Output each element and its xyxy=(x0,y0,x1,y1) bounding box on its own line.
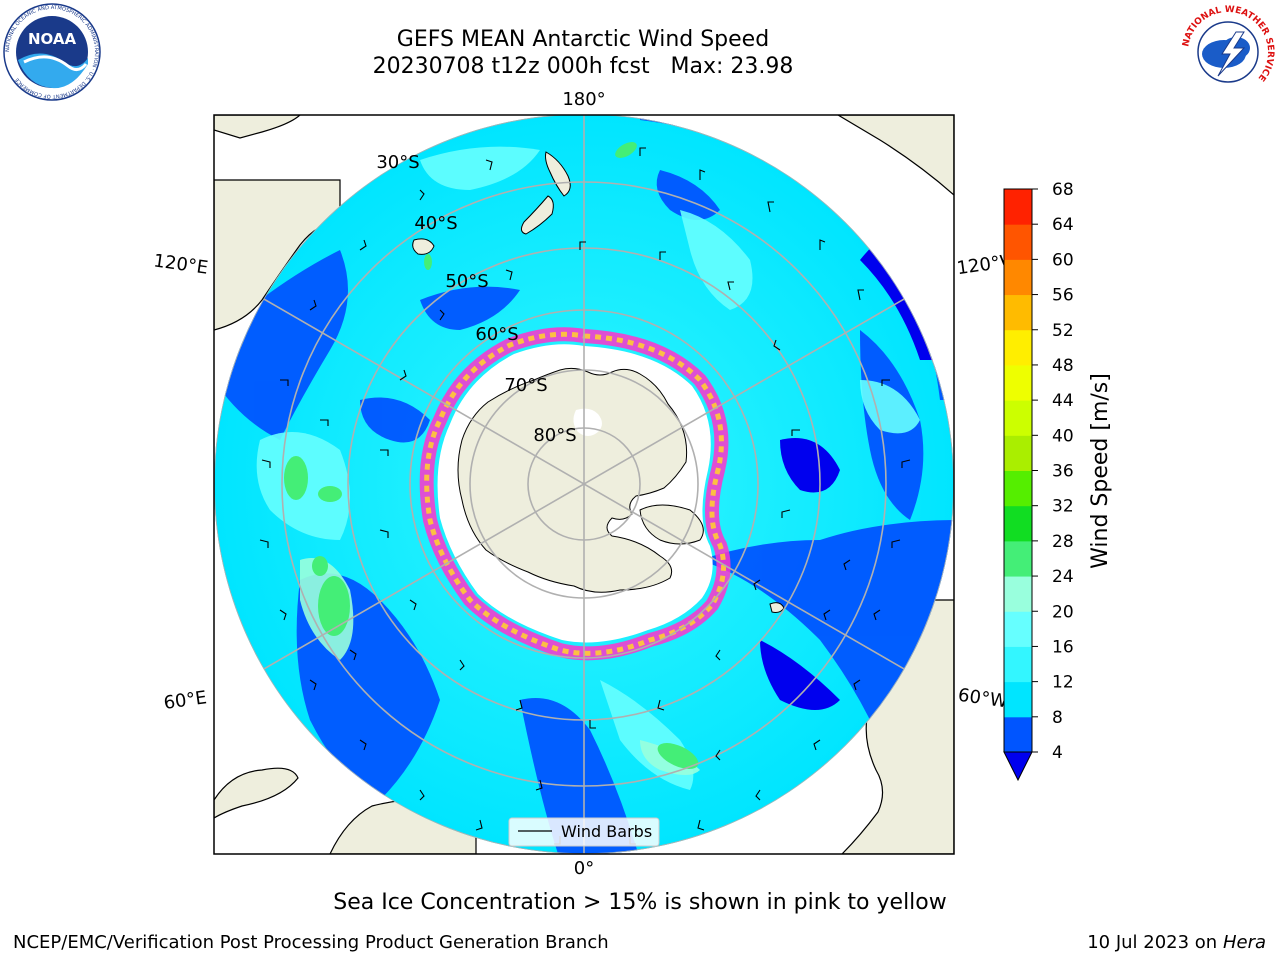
colorbar-tick-label: 4 xyxy=(1052,743,1063,763)
colorbar-segment xyxy=(1004,329,1032,366)
lat-label-80s: 80°S xyxy=(533,425,576,446)
colorbar-tick-label: 32 xyxy=(1052,497,1074,517)
colorbar-tick-label: 12 xyxy=(1052,673,1074,693)
colorbar-tick-label: 48 xyxy=(1052,356,1074,376)
colorbar-tick-label: 24 xyxy=(1052,567,1074,587)
colorbar-tick-label: 36 xyxy=(1052,462,1074,482)
colorbar-segment xyxy=(1004,540,1032,577)
colorbar-segment xyxy=(1004,189,1032,225)
legend-label-wind-barbs: Wind Barbs xyxy=(561,822,652,841)
lat-label-60s: 60°S xyxy=(475,324,518,345)
colorbar-segment xyxy=(1004,224,1032,260)
colorbar-segment xyxy=(1004,259,1032,296)
noaa-logo: NATIONAL OCEANIC AND ATMOSPHERIC ADMINIS… xyxy=(3,3,101,101)
footer-date: 10 Jul 2023 on Hera xyxy=(1087,932,1266,953)
nws-logo: NATIONAL WEATHER SERVICE xyxy=(1180,4,1276,100)
sea-ice-caption: Sea Ice Concentration > 15% is shown in … xyxy=(333,890,947,915)
lat-label-40s: 40°S xyxy=(414,213,457,234)
colorbar-tick-label: 16 xyxy=(1052,637,1074,657)
colorbar-segment xyxy=(1004,716,1032,753)
noaa-logo-text: NOAA xyxy=(28,30,77,48)
footer-date-text: 10 Jul 2023 on xyxy=(1087,932,1223,953)
colorbar-tick-label: 64 xyxy=(1052,215,1074,235)
colorbar-tick-label: 68 xyxy=(1052,180,1074,200)
colorbar-tick-label: 28 xyxy=(1052,532,1074,552)
lon-label-180: 180° xyxy=(562,89,605,110)
footer-credit: NCEP/EMC/Verification Post Processing Pr… xyxy=(13,932,609,953)
colorbar-segment xyxy=(1004,646,1032,683)
antarctica-landmass xyxy=(457,367,688,593)
colorbar-label: Wind Speed [m/s] xyxy=(1088,373,1113,569)
colorbar-tick-label: 56 xyxy=(1052,286,1074,306)
colorbar-segment xyxy=(1004,400,1032,436)
colorbar-segment xyxy=(1004,505,1032,542)
colorbar-segment xyxy=(1004,294,1032,331)
colorbar-tick-label: 60 xyxy=(1052,250,1074,270)
lat-label-30s: 30°S xyxy=(376,152,419,173)
graticule xyxy=(214,115,954,854)
map-legend: Wind Barbs xyxy=(508,817,660,847)
colorbar-tick-label: 44 xyxy=(1052,391,1074,411)
colorbar-segment xyxy=(1004,470,1032,507)
colorbar-segment xyxy=(1004,611,1032,647)
colorbar-under-triangle xyxy=(1003,751,1033,782)
chart-subtitle: 20230708 t12z 000h fcst Max: 23.98 xyxy=(372,54,794,79)
lat-label-70s: 70°S xyxy=(504,375,547,396)
chart-title: GEFS MEAN Antarctic Wind Speed xyxy=(396,27,770,52)
colorbar-segment xyxy=(1004,576,1032,612)
colorbar-tick-label: 40 xyxy=(1052,426,1074,446)
footer-machine: Hera xyxy=(1222,932,1266,953)
colorbar-tick-label: 20 xyxy=(1052,602,1074,622)
colorbar-tick-label: 52 xyxy=(1052,321,1074,341)
colorbar-segment xyxy=(1004,681,1032,718)
colorbar-segment xyxy=(1004,435,1032,471)
lat-label-50s: 50°S xyxy=(445,271,488,292)
colorbar-tick-label: 8 xyxy=(1052,708,1063,728)
map-frame xyxy=(213,114,955,855)
lon-label-0: 0° xyxy=(574,858,594,879)
colorbar-segment xyxy=(1004,364,1032,401)
